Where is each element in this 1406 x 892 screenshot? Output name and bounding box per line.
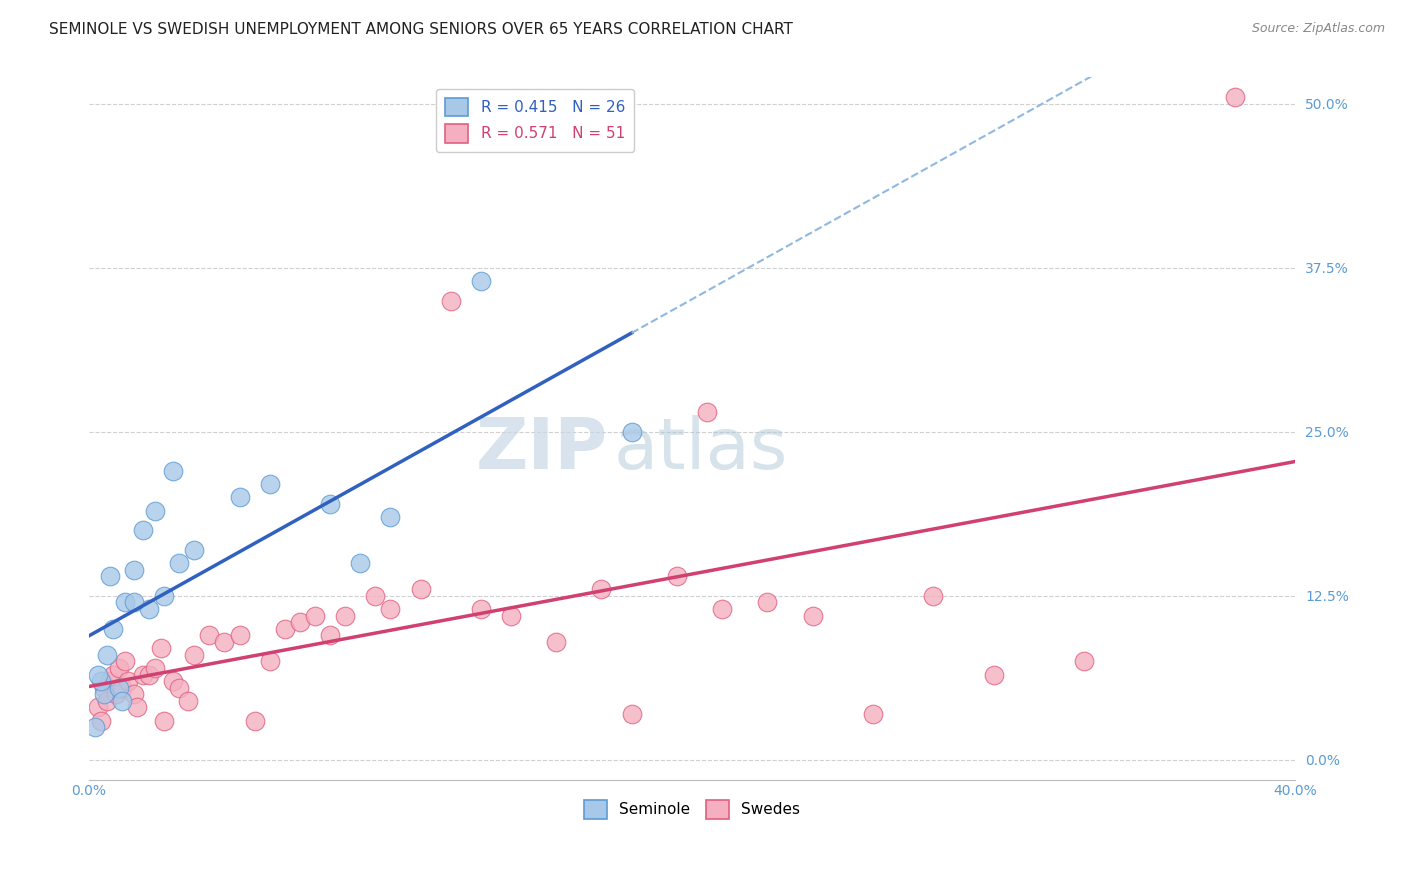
Point xyxy=(111,681,134,695)
Text: ZIP: ZIP xyxy=(475,415,607,484)
Point xyxy=(143,661,166,675)
Point xyxy=(150,641,173,656)
Point xyxy=(620,706,643,721)
Point xyxy=(546,635,568,649)
Point xyxy=(117,674,139,689)
Point xyxy=(183,648,205,662)
Point xyxy=(162,464,184,478)
Point xyxy=(756,595,779,609)
Point xyxy=(591,582,613,597)
Point xyxy=(153,589,176,603)
Point xyxy=(801,608,824,623)
Point xyxy=(98,674,121,689)
Point xyxy=(259,655,281,669)
Point xyxy=(922,589,945,603)
Point xyxy=(132,667,155,681)
Point xyxy=(696,405,718,419)
Point xyxy=(162,674,184,689)
Point xyxy=(364,589,387,603)
Point xyxy=(665,569,688,583)
Point xyxy=(620,425,643,439)
Point xyxy=(409,582,432,597)
Text: atlas: atlas xyxy=(613,415,787,484)
Point xyxy=(111,694,134,708)
Point xyxy=(96,694,118,708)
Point xyxy=(1073,655,1095,669)
Point xyxy=(319,628,342,642)
Point xyxy=(132,523,155,537)
Point xyxy=(122,595,145,609)
Point xyxy=(380,510,402,524)
Point xyxy=(87,700,110,714)
Point xyxy=(101,667,124,681)
Point xyxy=(90,714,112,728)
Point xyxy=(93,687,115,701)
Point xyxy=(228,491,250,505)
Point xyxy=(125,700,148,714)
Point xyxy=(101,622,124,636)
Point xyxy=(108,681,131,695)
Point xyxy=(470,274,492,288)
Point xyxy=(499,608,522,623)
Point xyxy=(243,714,266,728)
Point xyxy=(96,648,118,662)
Point xyxy=(228,628,250,642)
Point xyxy=(333,608,356,623)
Point xyxy=(304,608,326,623)
Point xyxy=(138,602,160,616)
Point xyxy=(108,661,131,675)
Point xyxy=(167,556,190,570)
Point xyxy=(274,622,297,636)
Point xyxy=(122,563,145,577)
Point xyxy=(87,667,110,681)
Point xyxy=(90,674,112,689)
Point xyxy=(470,602,492,616)
Point xyxy=(104,687,127,701)
Point xyxy=(153,714,176,728)
Point xyxy=(319,497,342,511)
Legend: Seminole, Swedes: Seminole, Swedes xyxy=(578,794,806,824)
Point xyxy=(177,694,200,708)
Point xyxy=(114,595,136,609)
Point xyxy=(349,556,371,570)
Point xyxy=(259,477,281,491)
Point xyxy=(98,569,121,583)
Point xyxy=(114,655,136,669)
Text: Source: ZipAtlas.com: Source: ZipAtlas.com xyxy=(1251,22,1385,36)
Text: SEMINOLE VS SWEDISH UNEMPLOYMENT AMONG SENIORS OVER 65 YEARS CORRELATION CHART: SEMINOLE VS SWEDISH UNEMPLOYMENT AMONG S… xyxy=(49,22,793,37)
Point xyxy=(143,503,166,517)
Point xyxy=(198,628,221,642)
Point xyxy=(983,667,1005,681)
Point xyxy=(380,602,402,616)
Point xyxy=(1223,90,1246,104)
Point xyxy=(122,687,145,701)
Point xyxy=(93,681,115,695)
Point xyxy=(862,706,884,721)
Point xyxy=(167,681,190,695)
Point xyxy=(138,667,160,681)
Point xyxy=(440,293,463,308)
Point xyxy=(288,615,311,629)
Point xyxy=(183,543,205,558)
Point xyxy=(83,720,105,734)
Point xyxy=(711,602,734,616)
Point xyxy=(214,635,236,649)
